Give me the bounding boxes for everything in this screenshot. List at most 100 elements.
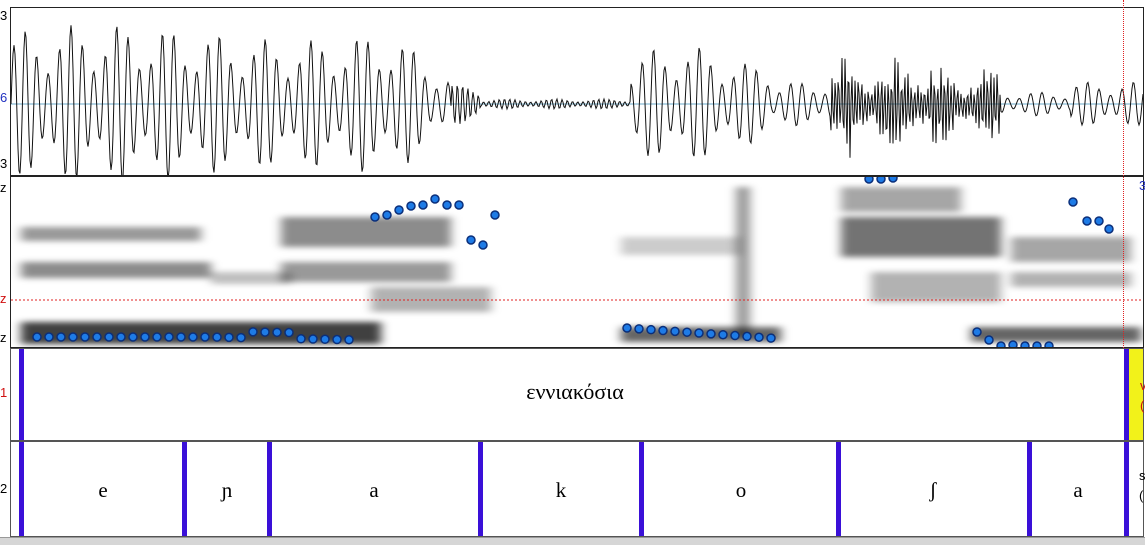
segment-label-o[interactable]: o bbox=[735, 478, 747, 502]
formant-dot bbox=[682, 327, 692, 337]
formant-dot bbox=[1082, 216, 1092, 226]
time-cursor[interactable] bbox=[1123, 0, 1124, 440]
formant-dot bbox=[876, 177, 886, 184]
formant-dot bbox=[272, 327, 282, 338]
formant-dot bbox=[260, 327, 270, 337]
formant-track bbox=[32, 177, 1114, 347]
formant-dot bbox=[296, 334, 306, 344]
segment-label-palatal-nasal[interactable]: ɲ bbox=[221, 478, 233, 502]
spectrogram-band bbox=[841, 187, 961, 212]
spec-top-label: z bbox=[0, 180, 7, 195]
word-boundary-start[interactable] bbox=[19, 349, 24, 440]
formant-dot bbox=[394, 205, 404, 215]
word-tier[interactable]: εννιακόσια bbox=[10, 348, 1144, 441]
tier1-right-label-a: v bbox=[1140, 378, 1145, 393]
segment-boundary[interactable] bbox=[639, 442, 644, 536]
spectrogram-band bbox=[1011, 272, 1131, 287]
formant-dot bbox=[972, 327, 982, 337]
formant-dot bbox=[80, 332, 90, 342]
formant-dot bbox=[864, 177, 874, 184]
formant-dot bbox=[742, 331, 752, 342]
formant-dot bbox=[200, 332, 210, 342]
spectrogram-band bbox=[1011, 237, 1131, 262]
formant-dot bbox=[466, 235, 476, 245]
segment-boundary[interactable] bbox=[1124, 442, 1129, 536]
formant-dot bbox=[92, 332, 102, 342]
formant-dot bbox=[454, 200, 464, 210]
spectrogram-band bbox=[211, 272, 291, 284]
formant-dot bbox=[888, 177, 898, 183]
formant-dot bbox=[236, 332, 246, 343]
formant-dot bbox=[1104, 224, 1114, 234]
segment-boundary[interactable] bbox=[1027, 442, 1032, 536]
word-label[interactable]: εννιακόσια bbox=[526, 379, 624, 404]
time-scroll-bar[interactable] bbox=[0, 537, 1145, 545]
formant-dot bbox=[212, 332, 222, 342]
spec-mid-label: z bbox=[0, 291, 7, 306]
segment-label-k[interactable]: k bbox=[555, 478, 567, 502]
segment-label-a[interactable]: a bbox=[369, 478, 379, 502]
tier1-right-label-b: ( bbox=[1140, 398, 1145, 413]
spec-right-label: 3 bbox=[1139, 178, 1145, 193]
formant-dot bbox=[766, 333, 776, 343]
formant-dot bbox=[646, 324, 656, 335]
wave-bottom-label: 3 bbox=[0, 156, 8, 171]
segment-boundary[interactable] bbox=[267, 442, 272, 536]
formant-dot bbox=[140, 332, 150, 342]
formant-dot bbox=[1044, 341, 1054, 347]
segment-boundary[interactable] bbox=[836, 442, 841, 536]
formant-dot bbox=[406, 201, 416, 211]
formant-dot bbox=[284, 327, 294, 338]
segment-boundary[interactable] bbox=[478, 442, 483, 536]
formant-dot bbox=[442, 200, 452, 210]
formant-dot bbox=[718, 329, 728, 340]
spec-bottom-label: z bbox=[0, 330, 7, 345]
formant-dot bbox=[248, 327, 258, 337]
spectrogram-band bbox=[621, 237, 741, 255]
formant-dot bbox=[56, 332, 66, 342]
wave-mid-label: 6 bbox=[0, 90, 8, 105]
word-boundary-end[interactable] bbox=[1124, 349, 1129, 440]
formant-dot bbox=[224, 332, 234, 343]
spectrogram-panel[interactable] bbox=[10, 176, 1144, 348]
segment-label-a-final[interactable]: a bbox=[1073, 478, 1083, 502]
segment-label-e[interactable]: e bbox=[98, 478, 108, 502]
formant-dot bbox=[382, 210, 392, 220]
segment-tier[interactable]: e ɲ a k o ʃ a bbox=[10, 441, 1144, 537]
formant-dot bbox=[44, 332, 54, 342]
spectrogram-band bbox=[21, 262, 211, 278]
formant-dot bbox=[478, 240, 488, 250]
formant-dot bbox=[754, 332, 764, 342]
waveform-trace bbox=[11, 25, 1143, 175]
formant-dot bbox=[490, 210, 500, 220]
formant-dot bbox=[320, 334, 330, 345]
formant-dot bbox=[1008, 340, 1018, 347]
formant-dot bbox=[104, 332, 114, 342]
formant-dot bbox=[332, 334, 342, 345]
wave-top-label: 3 bbox=[0, 8, 8, 23]
selection-highlight bbox=[1129, 349, 1143, 440]
tier2-right-label-a: s bbox=[1139, 468, 1145, 483]
formant-dot bbox=[996, 341, 1006, 347]
formant-dot bbox=[1068, 197, 1078, 207]
spectrogram-energy bbox=[21, 187, 1141, 344]
segment-label-esh[interactable]: ʃ bbox=[929, 478, 937, 502]
spectrogram-band bbox=[21, 227, 201, 241]
spectrogram-svg bbox=[11, 177, 1143, 347]
formant-dot bbox=[658, 325, 668, 336]
spectrogram-band bbox=[281, 262, 451, 282]
segment-boundary[interactable] bbox=[182, 442, 187, 536]
tier1-number: 1 bbox=[0, 385, 8, 400]
formant-dot bbox=[68, 332, 78, 342]
segment-boundary[interactable] bbox=[19, 442, 24, 536]
spectrogram-band bbox=[281, 217, 451, 247]
formant-dot bbox=[116, 332, 126, 342]
formant-dot bbox=[706, 329, 716, 339]
waveform-panel[interactable] bbox=[10, 7, 1144, 176]
formant-dot bbox=[418, 200, 428, 210]
formant-dot bbox=[1094, 216, 1104, 226]
formant-dot bbox=[128, 332, 138, 342]
formant-dot bbox=[1020, 341, 1030, 347]
formant-dot bbox=[344, 335, 354, 345]
formant-dot bbox=[370, 212, 380, 222]
